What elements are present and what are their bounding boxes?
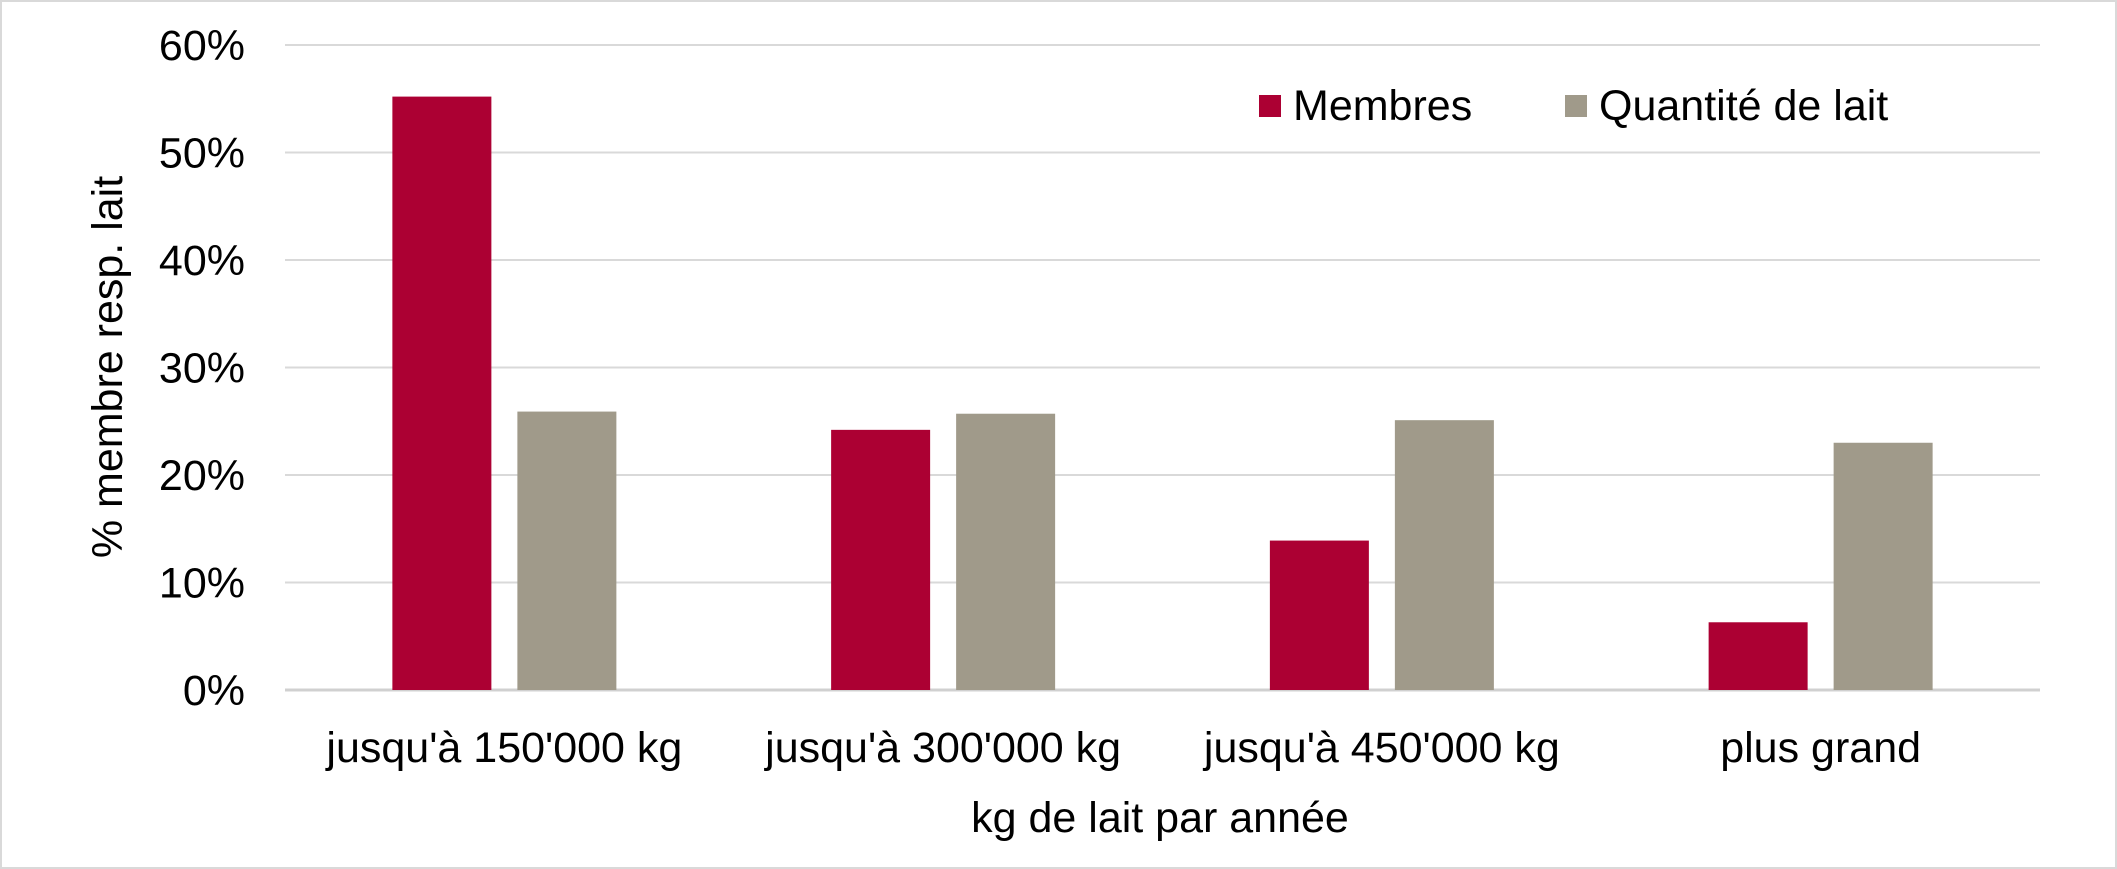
bar-membres-3 <box>1708 622 1808 690</box>
bar-quantit-de-lait-0 <box>517 411 617 690</box>
y-tick-label: 40% <box>159 237 245 285</box>
legend-swatch <box>1565 95 1587 117</box>
x-category-label: plus grand <box>1720 724 1921 772</box>
y-axis-title: % membre resp. lait <box>84 176 132 558</box>
bar-membres-2 <box>1269 540 1369 690</box>
legend-label: Membres <box>1293 82 1472 130</box>
y-tick-label: 0% <box>183 667 245 715</box>
y-tick-label: 30% <box>159 345 245 393</box>
legend-label: Quantité de lait <box>1599 82 1888 130</box>
x-category-label: jusqu'à 150'000 kg <box>324 724 682 772</box>
bar-membres-1 <box>831 429 931 690</box>
x-category-labels: jusqu'à 150'000 kg jusqu'à 300'000 kg jusq… <box>324 724 1921 772</box>
y-tick-label: 20% <box>159 452 245 500</box>
bar-quantit-de-lait-1 <box>956 413 1056 690</box>
y-tick-label: 60% <box>159 22 245 70</box>
bar-quantit-de-lait-2 <box>1394 420 1494 690</box>
bars <box>392 96 1933 691</box>
x-axis-title: kg de lait par année <box>971 794 1349 842</box>
x-category-label: jusqu'à 450'000 kg <box>1202 724 1560 772</box>
y-tick-label: 50% <box>159 130 245 178</box>
y-tick-labels: 0% 10% 20% 30% 40% 50% 60% <box>159 22 245 715</box>
y-tick-label: 10% <box>159 560 245 608</box>
x-category-label: jusqu'à 300'000 kg <box>763 724 1121 772</box>
legend: Membres Quantité de lait <box>1259 82 1888 130</box>
bar-membres-0 <box>392 96 492 691</box>
bar-quantit-de-lait-3 <box>1833 442 1933 690</box>
legend-swatch <box>1259 95 1281 117</box>
